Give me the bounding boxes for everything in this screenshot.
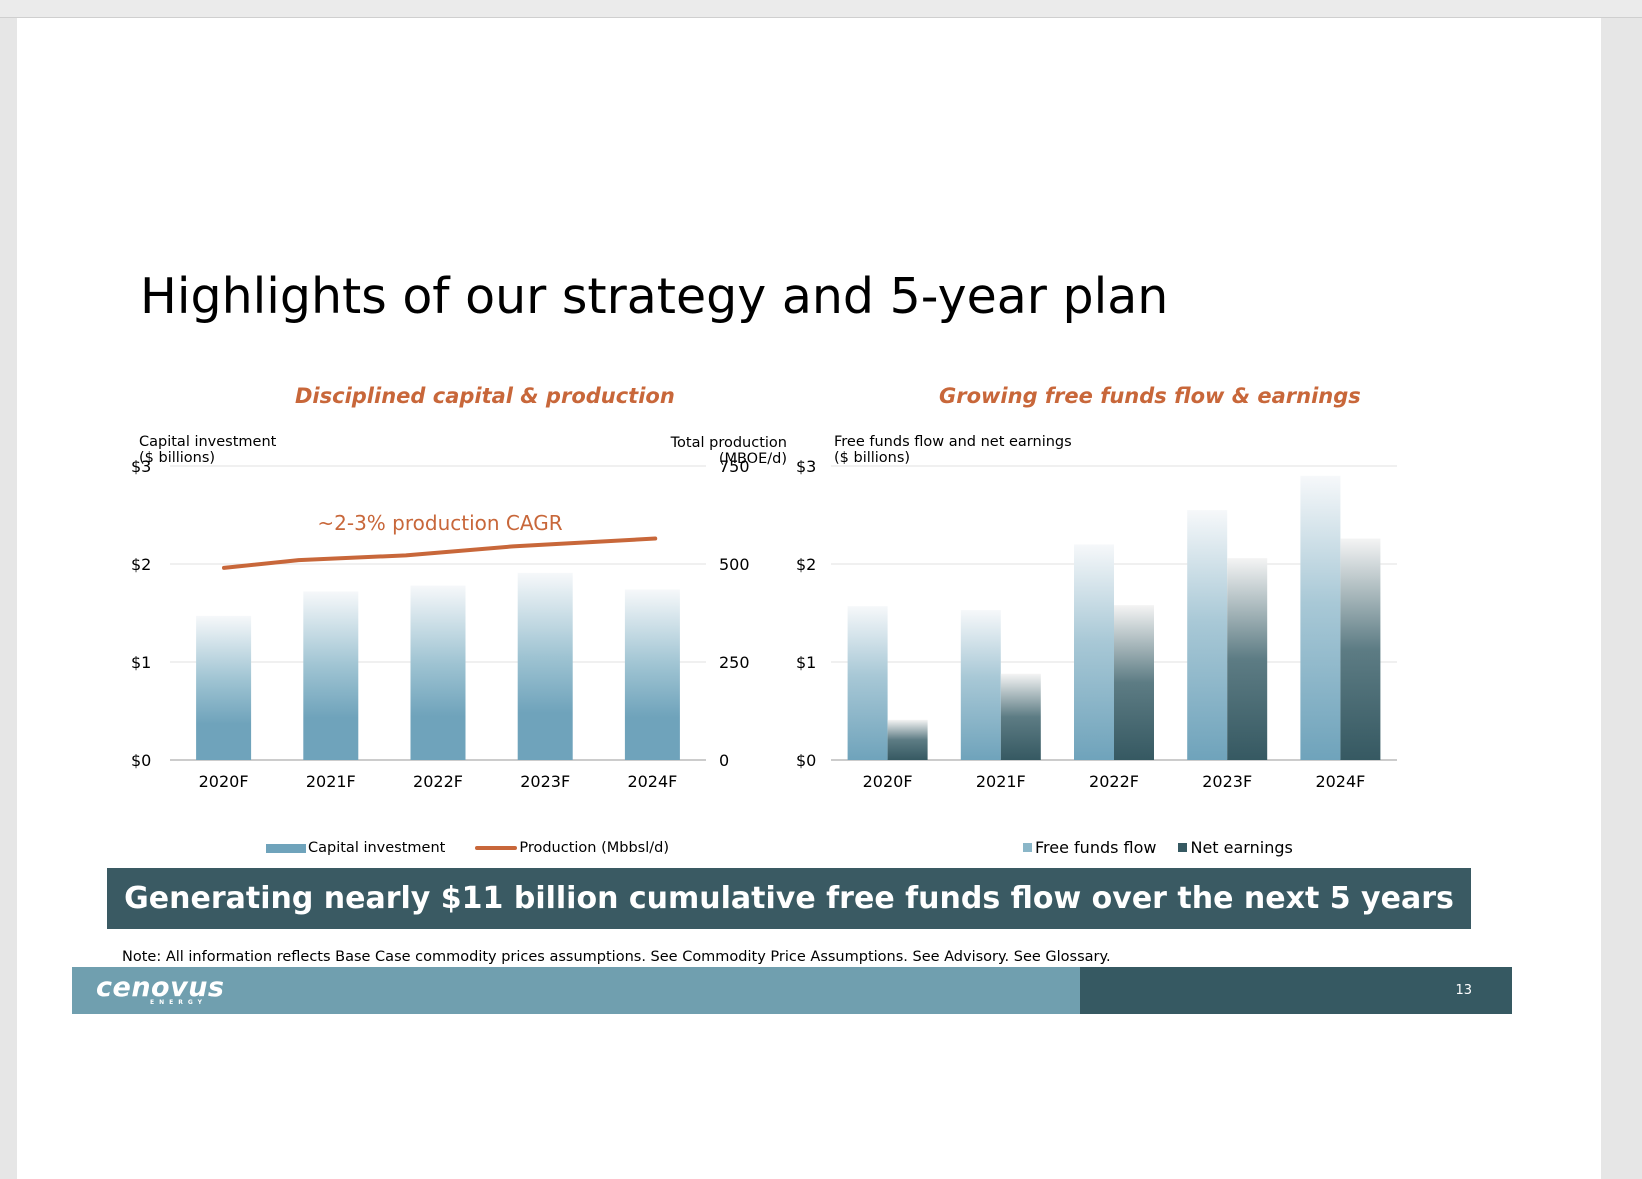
right-panel-heading: Growing free funds flow & earnings xyxy=(939,384,1361,408)
y-tick-label: $3 xyxy=(131,457,151,476)
net-earnings-bar xyxy=(1227,558,1268,760)
net-earnings-bar xyxy=(1114,605,1154,760)
capital-bar xyxy=(410,585,466,760)
legend-label-earnings: Net earnings xyxy=(1190,838,1293,857)
left-panel-heading: Disciplined capital & production xyxy=(295,384,675,408)
page-title: Highlights of our strategy and 5-year pl… xyxy=(140,268,1169,325)
legend-swatch-ffs xyxy=(1023,843,1032,852)
y-tick-label: $0 xyxy=(796,751,816,770)
legend-label-production: Production (Mbbsl/d) xyxy=(519,840,670,856)
x-tick-label: 2021F xyxy=(976,772,1026,791)
footer-dark-block: 13 xyxy=(1080,967,1512,1014)
right-axis-caption-line2: (MBOE/d) xyxy=(718,451,787,467)
footnote: Note: All information reflects Base Case… xyxy=(122,949,1111,965)
left-axis-caption-line2: ($ billions) xyxy=(139,450,216,466)
ffs-axis-caption: Free funds flow and net earnings ($ bill… xyxy=(834,434,1072,466)
capital-bar xyxy=(303,591,359,760)
right-legend: Free funds flow Net earnings xyxy=(1023,838,1293,857)
net-earnings-bar xyxy=(1340,538,1381,760)
legend-label-capital: Capital investment xyxy=(308,840,446,856)
free-funds-flow-bar xyxy=(960,610,1001,760)
ffs-axis-caption-line2: ($ billions) xyxy=(834,450,911,466)
net-earnings-bar xyxy=(1000,673,1041,760)
right-axis-caption-line1: Total production xyxy=(670,435,787,451)
summary-banner: Generating nearly $11 billion cumulative… xyxy=(107,868,1471,929)
x-tick-label: 2020F xyxy=(863,772,913,791)
x-tick-label: 2024F xyxy=(1315,772,1365,791)
legend-swatch-earnings xyxy=(1178,843,1188,852)
x-tick-label: 2024F xyxy=(627,772,677,791)
ffs-axis-caption-line1: Free funds flow and net earnings xyxy=(834,434,1072,450)
capital-bar xyxy=(624,589,680,760)
footer-bar: cenovus ENERGY 13 xyxy=(72,967,1512,1014)
left-legend: Capital investment Production (Mbbsl/d) xyxy=(266,840,669,856)
x-tick-label: 2022F xyxy=(1089,772,1139,791)
capital-bar xyxy=(517,572,573,760)
left-axis-caption: Capital investment ($ billions) xyxy=(139,434,276,466)
left-axis-caption-line1: Capital investment xyxy=(139,434,277,450)
legend-label-ffs: Free funds flow xyxy=(1035,838,1157,857)
free-funds-earnings-chart: $0 $1 $2 $3 2020F 2021F 2022F 2023F 2024F xyxy=(796,457,1397,791)
y-tick-label: $2 xyxy=(796,555,816,574)
y2-tick-label: 750 xyxy=(719,457,750,476)
right-axis-caption: Total production (MBOE/d) xyxy=(637,435,787,467)
viewer-toolbar xyxy=(0,0,1642,18)
page-number: 13 xyxy=(1455,983,1472,998)
legend-swatch-production xyxy=(475,846,518,850)
free-funds-flow-bar xyxy=(1187,510,1228,760)
y2-tick-label: 0 xyxy=(719,751,729,770)
free-funds-flow-bar xyxy=(847,606,888,760)
legend-swatch-capital xyxy=(266,843,306,853)
cenovus-logo: cenovus xyxy=(96,972,225,1003)
y-tick-label: $0 xyxy=(131,751,151,770)
capital-production-chart: $0 $1 $2 $3 0 250 500 750 2020F 2021F 2022F 2023F 20… xyxy=(131,457,750,791)
x-tick-label: 2023F xyxy=(520,772,570,791)
y2-tick-label: 250 xyxy=(719,653,750,672)
net-earnings-bar xyxy=(887,719,928,760)
y-tick-label: $3 xyxy=(796,457,816,476)
x-tick-label: 2022F xyxy=(413,772,463,791)
free-funds-flow-bar xyxy=(1074,544,1114,760)
y-tick-label: $2 xyxy=(131,555,151,574)
y-tick-label: $1 xyxy=(131,653,151,672)
y2-tick-label: 500 xyxy=(719,555,750,574)
cenovus-logo-sub: ENERGY xyxy=(150,999,207,1006)
production-line xyxy=(222,536,658,570)
cagr-annotation: ~2-3% production CAGR xyxy=(317,511,562,535)
x-tick-label: 2023F xyxy=(1202,772,1252,791)
x-tick-label: 2021F xyxy=(306,772,356,791)
free-funds-flow-bar xyxy=(1300,475,1341,760)
x-tick-label: 2020F xyxy=(199,772,249,791)
capital-bar xyxy=(196,615,252,760)
y-tick-label: $1 xyxy=(796,653,816,672)
